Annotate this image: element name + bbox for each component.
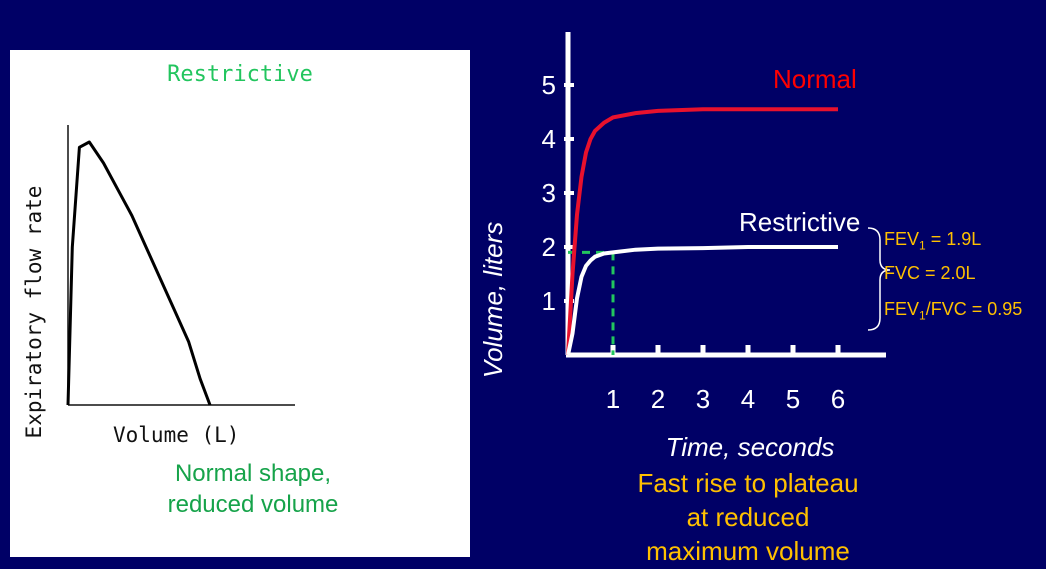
x-tick-label: 3 xyxy=(696,384,710,414)
flow-volume-plot xyxy=(66,125,295,406)
fvc-annotation: FVC = 2.0L xyxy=(884,263,976,283)
flow-volume-panel: Restrictive Expiratory flow rate Volume … xyxy=(10,50,470,557)
restrictive-series-label: Restrictive xyxy=(739,207,861,237)
spirogram-plot: 1 2 3 4 5 1 2 3 4 5 6 xyxy=(542,32,891,414)
y-tick-label: 1 xyxy=(542,286,556,316)
y-tick-label: 5 xyxy=(542,70,556,100)
x-tick-label: 6 xyxy=(831,384,845,414)
flow-volume-caption-line-2: reduced volume xyxy=(167,491,339,518)
restrictive-curve xyxy=(566,245,838,356)
x-tick-label: 1 xyxy=(606,384,620,414)
spirogram-x-axis-label: Time, seconds xyxy=(665,432,835,462)
spirogram-caption: Fast rise to plateau at reduced maximum … xyxy=(598,466,898,568)
spirogram-y-axis-label: Volume, liters xyxy=(478,221,508,379)
y-tick-label: 3 xyxy=(542,178,556,208)
normal-curve xyxy=(566,107,838,356)
annotation-brace xyxy=(867,227,891,331)
fev1-fvc-ratio-annotation: FEV1/FVC = 0.95 xyxy=(884,299,1023,323)
spirogram-caption-line-3: maximum volume xyxy=(646,536,850,566)
normal-series-label: Normal xyxy=(773,64,857,94)
x-tick-label: 4 xyxy=(741,384,755,414)
spirogram-caption-line-1: Fast rise to plateau xyxy=(637,468,859,498)
spirogram-caption-line-2: at reduced xyxy=(686,502,810,532)
flow-volume-title: Restrictive xyxy=(167,62,313,87)
flow-volume-caption: Normal shape, reduced volume xyxy=(103,458,403,520)
flow-volume-curve xyxy=(66,140,212,406)
y-tick-label: 4 xyxy=(542,124,556,154)
y-tick-label: 2 xyxy=(542,232,556,262)
x-tick-label: 5 xyxy=(786,384,800,414)
flow-volume-caption-line-1: Normal shape, xyxy=(174,460,332,487)
spirogram-y-ticks: 1 2 3 4 5 xyxy=(542,70,574,316)
fev1-annotation: FEV1 = 1.9L xyxy=(884,229,982,253)
x-tick-label: 2 xyxy=(651,384,665,414)
flow-volume-x-axis-label: Volume (L) xyxy=(113,423,240,447)
